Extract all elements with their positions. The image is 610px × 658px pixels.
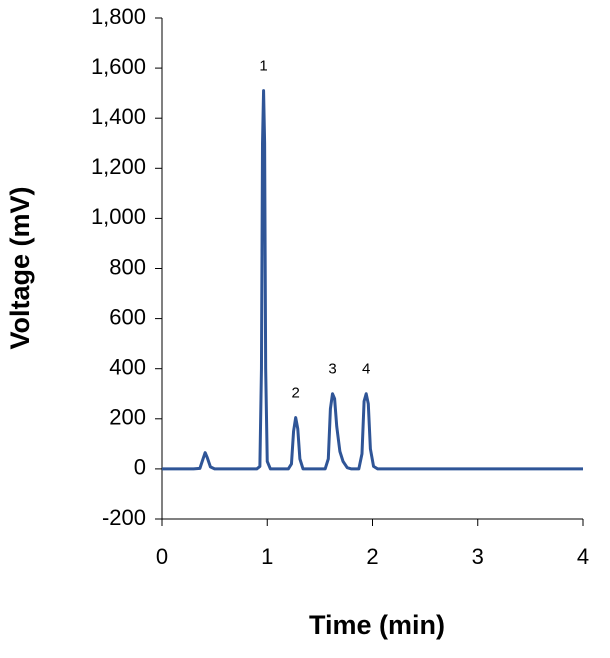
y-tick-label: 1,600 <box>91 54 146 79</box>
peak-annotation: 1 <box>259 58 267 75</box>
x-tick-label: 2 <box>366 544 378 569</box>
y-tick-label: 200 <box>109 405 146 430</box>
y-tick-label: 1,800 <box>91 4 146 29</box>
peak-annotation: 4 <box>362 361 370 378</box>
y-tick-label: 600 <box>109 304 146 329</box>
x-tick-label: 3 <box>472 544 484 569</box>
y-axis-title: Voltage (mV) <box>5 186 35 349</box>
x-tick-label: 0 <box>156 544 168 569</box>
y-tick-label: 0 <box>134 455 146 480</box>
y-tick-label: 1,400 <box>91 104 146 129</box>
x-axis-title: Time (min) <box>309 610 445 640</box>
y-tick-label: -200 <box>102 505 146 530</box>
y-tick-label: 1,000 <box>91 204 146 229</box>
y-tick-label: 1,200 <box>91 154 146 179</box>
x-tick-label: 1 <box>261 544 273 569</box>
peak-annotation: 2 <box>291 385 299 402</box>
peak-annotation: 3 <box>328 361 336 378</box>
y-tick-label: 800 <box>109 254 146 279</box>
series-line <box>162 89 583 471</box>
x-tick-label: 4 <box>577 544 589 569</box>
y-tick-label: 400 <box>109 355 146 380</box>
